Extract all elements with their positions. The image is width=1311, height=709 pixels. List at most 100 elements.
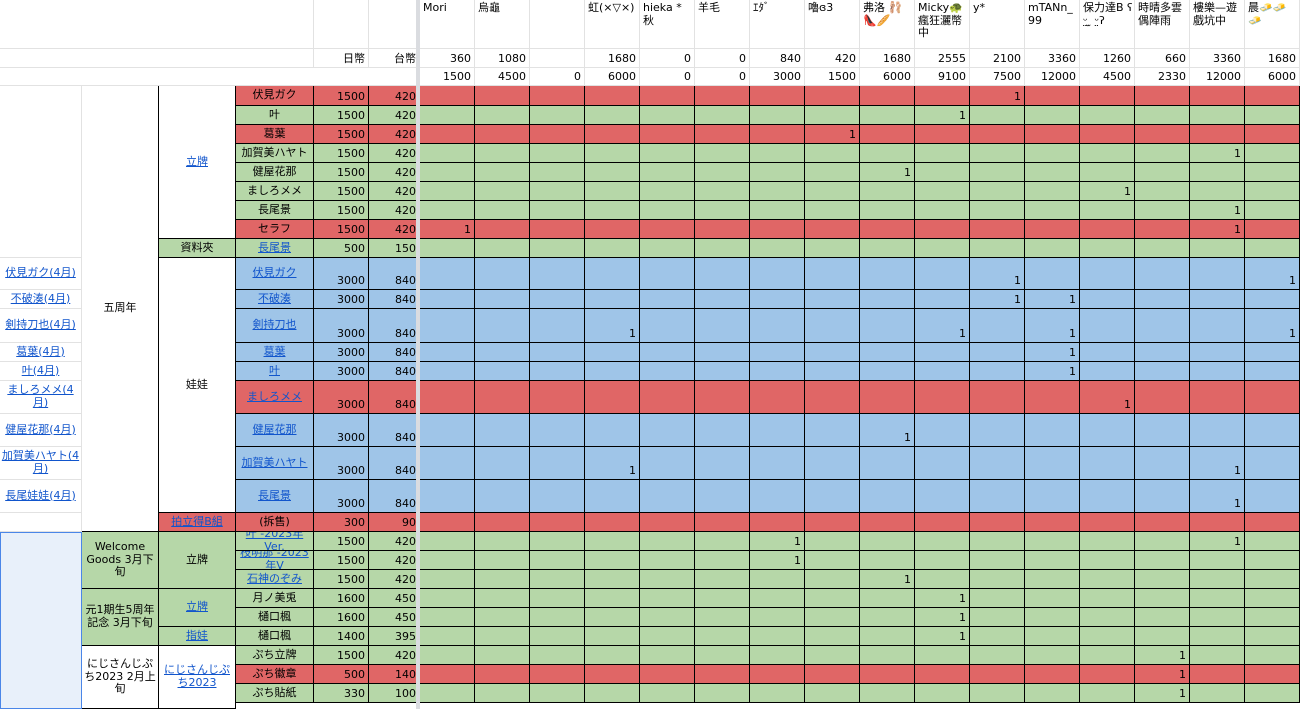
item-jp-price[interactable]: 3000	[314, 309, 369, 343]
order-cell[interactable]	[1080, 570, 1135, 589]
order-cell[interactable]	[970, 144, 1025, 163]
order-cell[interactable]	[1190, 684, 1245, 703]
order-cell[interactable]	[420, 480, 475, 513]
order-cell[interactable]	[1080, 220, 1135, 239]
order-cell[interactable]	[585, 646, 640, 665]
order-cell[interactable]	[1025, 201, 1080, 220]
order-cell[interactable]	[1025, 513, 1080, 532]
order-cell[interactable]	[915, 239, 970, 258]
item-tw-price[interactable]: 420	[369, 163, 420, 182]
order-cell[interactable]	[530, 551, 585, 570]
left-link-item[interactable]: 長尾娃娃(4月)	[0, 480, 82, 513]
order-cell[interactable]	[475, 163, 530, 182]
order-cell[interactable]: 1	[1190, 220, 1245, 239]
order-cell[interactable]	[970, 106, 1025, 125]
order-cell[interactable]	[915, 182, 970, 201]
order-cell[interactable]	[750, 309, 805, 343]
order-cell[interactable]	[420, 381, 475, 414]
order-cell[interactable]	[1135, 551, 1190, 570]
item-name[interactable]: 健屋花那	[236, 414, 314, 447]
item-jp-price[interactable]: 1500	[314, 182, 369, 201]
order-cell[interactable]	[1025, 480, 1080, 513]
buyer-jp-total[interactable]: 1680	[585, 49, 640, 68]
order-cell[interactable]	[970, 480, 1025, 513]
order-cell[interactable]	[695, 646, 750, 665]
order-cell[interactable]	[1025, 239, 1080, 258]
order-cell[interactable]	[970, 309, 1025, 343]
order-cell[interactable]	[1080, 309, 1135, 343]
order-cell[interactable]: 1	[860, 163, 915, 182]
order-cell[interactable]	[585, 627, 640, 646]
order-cell[interactable]	[915, 513, 970, 532]
order-cell[interactable]	[585, 532, 640, 551]
order-cell[interactable]	[750, 589, 805, 608]
order-cell[interactable]	[585, 239, 640, 258]
order-cell[interactable]	[915, 163, 970, 182]
order-cell[interactable]	[585, 480, 640, 513]
subgroup-standee[interactable]: 立牌	[159, 86, 236, 239]
order-cell[interactable]	[750, 480, 805, 513]
order-cell[interactable]	[1190, 589, 1245, 608]
order-cell[interactable]	[1135, 532, 1190, 551]
buyer-jp-total[interactable]: 1680	[1245, 49, 1300, 68]
item-tw-price[interactable]: 420	[369, 144, 420, 163]
order-cell[interactable]	[1135, 513, 1190, 532]
order-cell[interactable]	[750, 362, 805, 381]
order-cell[interactable]	[1135, 201, 1190, 220]
buyer-header[interactable]: 虹(×▽×)	[585, 0, 640, 49]
order-cell[interactable]	[970, 220, 1025, 239]
order-cell[interactable]	[915, 414, 970, 447]
order-cell[interactable]	[1190, 646, 1245, 665]
order-cell[interactable]	[860, 343, 915, 362]
order-cell[interactable]	[640, 684, 695, 703]
order-cell[interactable]	[420, 608, 475, 627]
order-cell[interactable]	[695, 532, 750, 551]
buyer-jp-total[interactable]: 3360	[1190, 49, 1245, 68]
item-tw-price[interactable]: 420	[369, 570, 420, 589]
order-cell[interactable]	[915, 86, 970, 106]
order-cell[interactable]	[695, 290, 750, 309]
item-tw-price[interactable]: 395	[369, 627, 420, 646]
order-cell[interactable]	[640, 106, 695, 125]
order-cell[interactable]	[750, 381, 805, 414]
subgroup-gen1-finger[interactable]: 指娃	[159, 627, 236, 646]
order-cell[interactable]	[1245, 589, 1300, 608]
order-cell[interactable]: 1	[1135, 646, 1190, 665]
item-tw-price[interactable]: 100	[369, 684, 420, 703]
buyer-header[interactable]: ｴﾀﾞ	[750, 0, 805, 49]
order-cell[interactable]	[420, 86, 475, 106]
buyer-tw-total[interactable]: 0	[695, 68, 750, 86]
order-cell[interactable]	[860, 589, 915, 608]
order-cell[interactable]	[530, 608, 585, 627]
order-cell[interactable]	[1080, 290, 1135, 309]
order-cell[interactable]	[1080, 201, 1135, 220]
order-cell[interactable]	[695, 201, 750, 220]
order-cell[interactable]	[1080, 106, 1135, 125]
order-cell[interactable]	[1080, 665, 1135, 684]
order-cell[interactable]	[695, 570, 750, 589]
order-cell[interactable]	[530, 513, 585, 532]
item-jp-price[interactable]: 3000	[314, 362, 369, 381]
order-cell[interactable]	[1080, 646, 1135, 665]
order-cell[interactable]	[1245, 220, 1300, 239]
item-tw-price[interactable]: 420	[369, 125, 420, 144]
order-cell[interactable]	[1190, 551, 1245, 570]
order-cell[interactable]	[585, 570, 640, 589]
order-cell[interactable]	[970, 125, 1025, 144]
order-cell[interactable]	[915, 684, 970, 703]
order-cell[interactable]	[585, 220, 640, 239]
order-cell[interactable]	[1190, 362, 1245, 381]
order-cell[interactable]	[1245, 239, 1300, 258]
order-cell[interactable]	[860, 362, 915, 381]
order-cell[interactable]: 1	[750, 532, 805, 551]
order-cell[interactable]	[805, 239, 860, 258]
left-link-item[interactable]: 健屋花那(4月)	[0, 414, 82, 447]
order-cell[interactable]	[530, 362, 585, 381]
order-cell[interactable]	[420, 163, 475, 182]
item-name[interactable]: 枝明那 -2023年V	[236, 551, 314, 570]
order-cell[interactable]	[695, 551, 750, 570]
order-cell[interactable]	[1025, 589, 1080, 608]
order-cell[interactable]	[805, 551, 860, 570]
order-cell[interactable]	[1080, 589, 1135, 608]
order-cell[interactable]	[530, 570, 585, 589]
